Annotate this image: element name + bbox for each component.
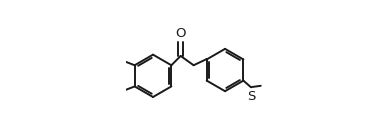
Text: O: O	[175, 27, 186, 40]
Text: S: S	[247, 90, 255, 103]
